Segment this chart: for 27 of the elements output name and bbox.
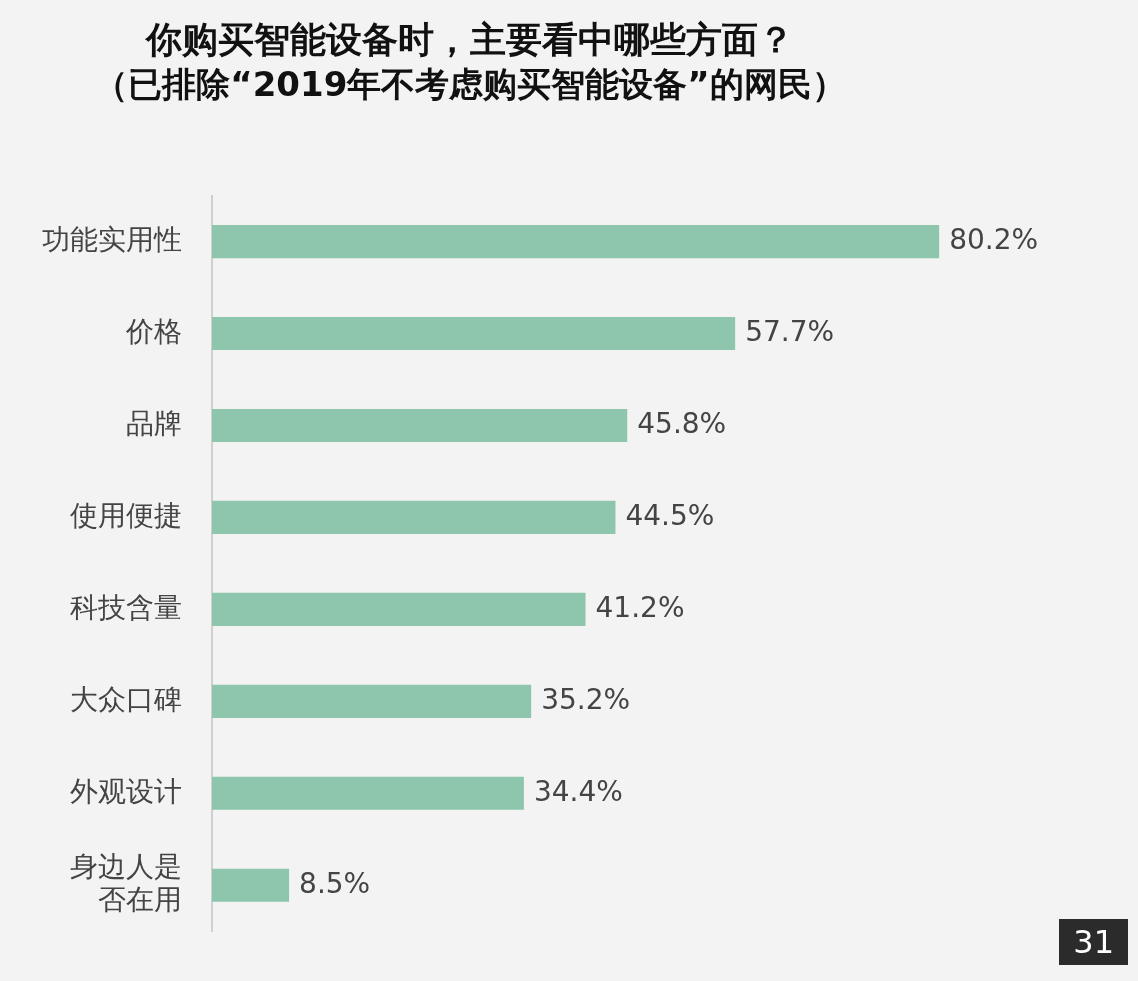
data-label: 34.4% xyxy=(533,774,623,808)
bar xyxy=(212,684,532,718)
bar xyxy=(212,408,628,443)
y-tick-label: 价格 xyxy=(125,314,182,348)
bar xyxy=(212,592,586,626)
data-label: 35.2% xyxy=(541,682,631,716)
data-label: 8.5% xyxy=(299,866,371,900)
data-label: 45.8% xyxy=(637,406,727,440)
text: 31 xyxy=(1059,919,1128,965)
data-label: 57.7% xyxy=(745,314,835,348)
data-label: 41.2% xyxy=(595,590,685,624)
y-tick-label: 科技含量 xyxy=(70,590,182,624)
chart-title: 你购买智能设备时，主要看中哪些方面？ xyxy=(144,18,795,62)
data-label: 80.2% xyxy=(949,222,1039,256)
data-label: 44.5% xyxy=(625,498,715,532)
y-tick-label: 外观设计 xyxy=(70,774,182,808)
bar xyxy=(212,776,524,810)
y-tick-label: 使用便捷 xyxy=(70,498,182,532)
y-tick-label: 大众口碑 xyxy=(70,682,182,716)
y-tick-label: 身边人是否在用 xyxy=(70,849,182,917)
y-tick-label: 功能实用性 xyxy=(42,222,182,256)
y-tick-label: 品牌 xyxy=(126,406,182,440)
bar xyxy=(212,868,290,902)
bar xyxy=(212,500,616,534)
bar xyxy=(212,225,940,259)
bar xyxy=(212,316,736,351)
chart-subtitle: （已排除“2019年不考虑购买智能设备”的网民） xyxy=(93,63,847,106)
